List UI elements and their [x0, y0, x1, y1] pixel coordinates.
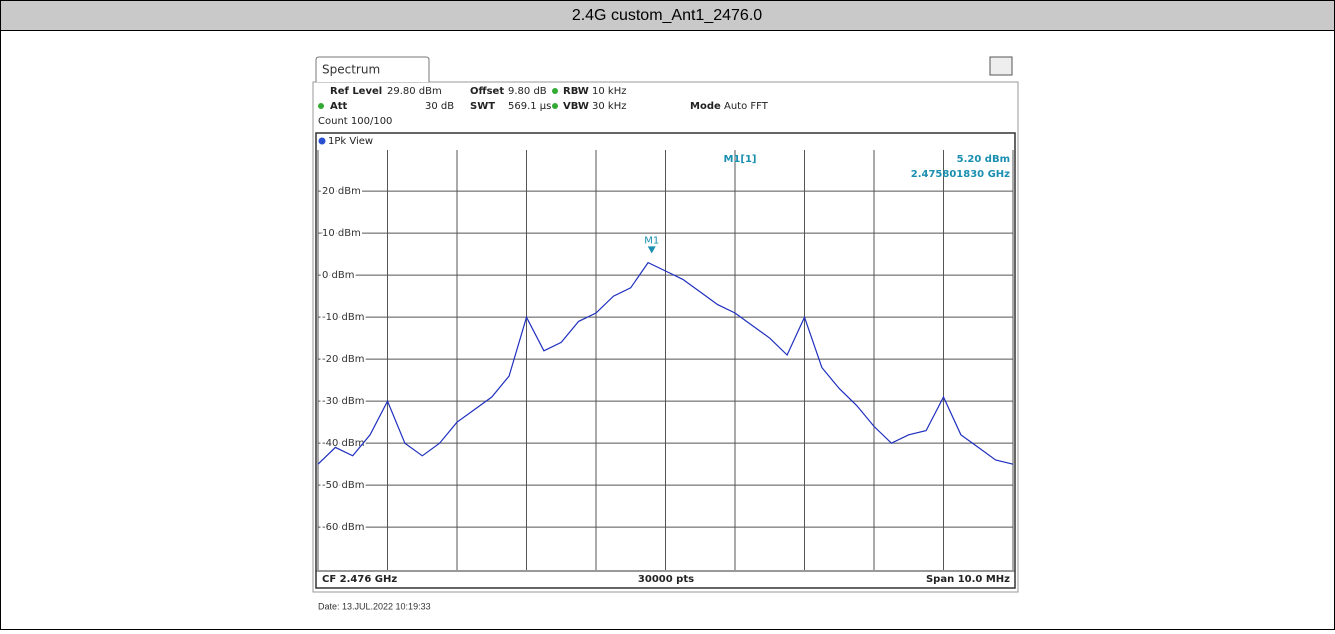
marker-x: 2.475801830 GHz: [911, 169, 1010, 180]
setting: Ref Level: [330, 86, 382, 97]
dot: [552, 103, 558, 109]
date: Date: 13.JUL.2022 10:19:33: [318, 601, 431, 611]
dot: [552, 88, 558, 94]
view-label: 1Pk View: [328, 136, 373, 147]
y-tick-label: -10 dBm: [322, 312, 364, 323]
header-bar: [0, 0, 1335, 31]
footer-right: Span 10.0 MHz: [926, 574, 1010, 585]
tab-label: Spectrum: [322, 63, 380, 77]
header-title: 2.4G custom_Ant1_2476.0: [572, 7, 762, 24]
trace: [317, 261, 1014, 465]
y-tick-label: -50 dBm: [322, 480, 364, 491]
dot: [318, 103, 324, 109]
y-tick-label: 0 dBm: [322, 270, 355, 281]
marker: [647, 246, 656, 254]
y-tick-label: 20 dBm: [322, 186, 361, 197]
view-frame: [315, 132, 1016, 589]
icon: [989, 56, 1013, 76]
setting: RBW: [563, 86, 589, 97]
setting: 9.80 dB: [508, 86, 547, 97]
dot: [318, 137, 326, 145]
setting: 29.80 dBm: [387, 86, 442, 97]
setting: Count 100/100: [318, 116, 392, 127]
setting: 10 kHz: [592, 86, 626, 97]
marker-label: M1[1]: [723, 154, 756, 165]
marker-y: 5.20 dBm: [957, 154, 1010, 165]
setting: Offset: [470, 86, 504, 97]
y-tick-label: -20 dBm: [322, 354, 364, 365]
y-tick-label: -40 dBm: [322, 438, 364, 449]
marker-name: M1: [644, 235, 659, 246]
setting: Auto FFT: [724, 101, 769, 112]
setting: Att: [330, 101, 348, 112]
setting: Mode: [690, 101, 721, 112]
setting: SWT: [470, 101, 495, 112]
y-tick-label: 10 dBm: [322, 228, 361, 239]
y-tick-label: -60 dBm: [322, 522, 364, 533]
y-tick-label: -30 dBm: [322, 396, 364, 407]
setting: 30 dB: [425, 101, 454, 112]
plot: 20 dBm 10 dBm 0 dBm -10 dBm -20 dBm -30 dBm -4…: [317, 150, 1014, 570]
tab: [315, 56, 430, 82]
footer-center: 30000 pts: [638, 574, 694, 585]
footer-left: CF 2.476 GHz: [322, 574, 397, 585]
setting: VBW: [563, 101, 589, 112]
setting: 569.1 µs: [508, 101, 551, 112]
setting: 30 kHz: [592, 101, 626, 112]
